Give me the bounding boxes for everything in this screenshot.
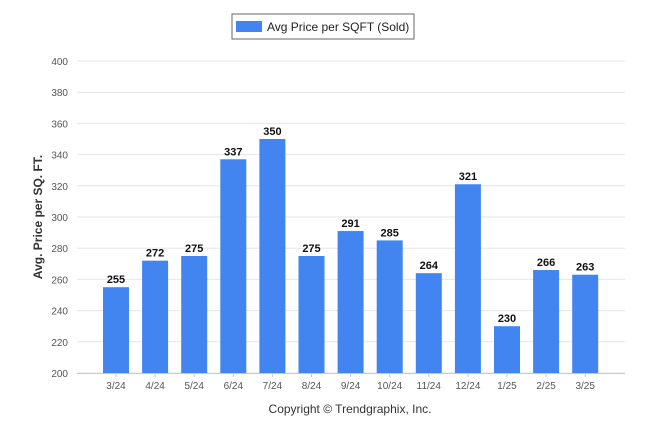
data-label: 337	[224, 146, 242, 158]
data-label: 266	[537, 257, 555, 269]
y-tick-label: 300	[51, 213, 68, 224]
x-tick-label: 3/25	[575, 381, 595, 392]
y-tick-label: 400	[51, 57, 68, 68]
y-tick-label: 320	[51, 182, 68, 193]
legend-label: Avg Price per SQFT (Sold)	[267, 20, 409, 34]
x-tick-label: 12/24	[455, 381, 480, 392]
bar	[298, 256, 325, 373]
x-tick-label: 2/25	[536, 381, 556, 392]
y-axis-ticks: 200 220 240 260 280 300 320 340 360 380 400	[51, 57, 68, 380]
data-label: 272	[146, 248, 164, 260]
data-label: 291	[341, 218, 359, 230]
x-tick-label: 3/24	[106, 381, 126, 392]
bar	[142, 260, 169, 373]
y-tick-label: 220	[51, 338, 68, 349]
x-axis-ticks: 3/24 4/24 5/24 6/24 7/24 8/24 9/24 10/24 11/24 12…	[106, 373, 595, 392]
bar	[103, 287, 129, 373]
x-tick-label: 7/24	[263, 381, 283, 392]
legend-swatch	[236, 21, 262, 32]
bar	[220, 159, 247, 373]
y-tick-label: 380	[51, 88, 68, 99]
bar	[572, 274, 599, 373]
bar	[259, 139, 286, 373]
x-tick-label: 8/24	[302, 381, 322, 392]
bar	[337, 231, 364, 373]
y-tick-label: 340	[51, 151, 68, 162]
bar	[376, 240, 403, 373]
bar	[454, 184, 481, 373]
bar	[181, 256, 208, 373]
data-label: 321	[459, 171, 477, 183]
y-tick-label: 360	[51, 119, 68, 130]
x-tick-label: 10/24	[377, 381, 402, 392]
data-label: 264	[420, 260, 439, 272]
bar	[533, 270, 560, 373]
data-label: 275	[185, 243, 203, 255]
x-tick-label: 4/24	[145, 381, 165, 392]
x-tick-label: 5/24	[184, 381, 204, 392]
legend[interactable]: Avg Price per SQFT (Sold)	[231, 13, 415, 40]
y-tick-label: 260	[51, 275, 68, 286]
x-tick-label: 1/25	[497, 381, 517, 392]
data-label: 230	[498, 313, 516, 325]
data-label: 275	[302, 243, 320, 255]
x-tick-label: 6/24	[224, 381, 244, 392]
y-tick-label: 200	[51, 369, 68, 380]
legend-box	[231, 13, 415, 40]
x-tick-label: 11/24	[417, 381, 442, 392]
data-label: 285	[381, 227, 399, 239]
y-tick-label: 280	[51, 244, 68, 255]
bar	[415, 273, 442, 373]
y-axis-label: Avg. Price per SQ. FT.	[31, 155, 45, 279]
data-label: 350	[263, 126, 281, 138]
bars: 255 272 275 337 350 275 291 285 264 321 230 266 263	[103, 126, 599, 373]
copyright-credit: Copyright © Trendgraphix, Inc.	[269, 402, 432, 416]
data-label: 263	[576, 262, 594, 274]
data-label: 255	[107, 274, 125, 286]
bar	[494, 326, 520, 373]
y-tick-label: 240	[51, 307, 68, 318]
x-tick-label: 9/24	[341, 381, 361, 392]
